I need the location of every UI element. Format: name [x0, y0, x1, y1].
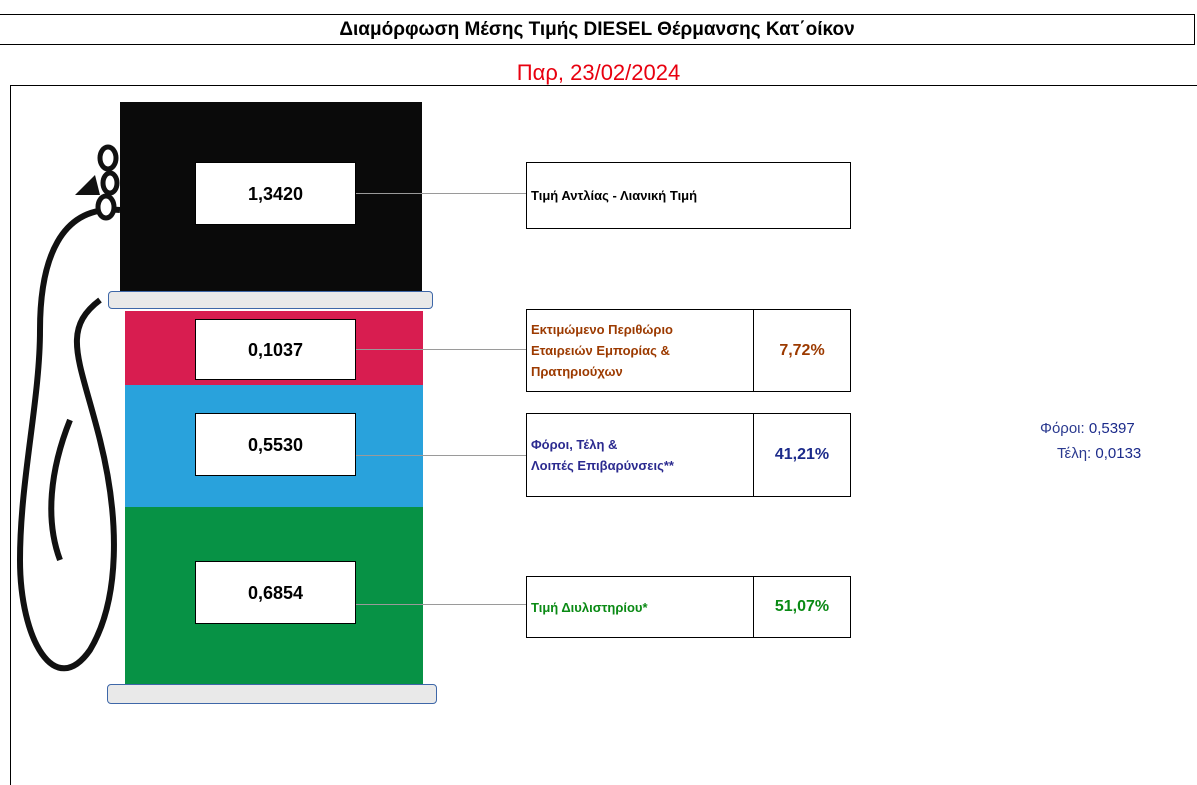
margin-connector	[356, 349, 526, 350]
fuel-hose-icon	[16, 144, 121, 672]
pump-top-base	[108, 291, 433, 309]
pump-bottom-base	[107, 684, 437, 704]
margin-label-line3: Πρατηριούχων	[531, 364, 623, 379]
taxes-label-line1: Φόροι, Τέλη &	[531, 437, 618, 452]
refinery-connector	[356, 604, 526, 605]
margin-label: Εκτιμώμενο Περιθώριο Εταιρειών Εμπορίας …	[526, 309, 754, 392]
refinery-label-text: Τιμή Διυλιστηρίου*	[531, 599, 648, 615]
total-label: Τιμή Αντλίας - Λιανική Τιμή	[526, 162, 851, 229]
margin-percent: 7,72%	[753, 309, 851, 392]
tax-breakdown-taxes-value: 0,5397	[1088, 420, 1135, 437]
tax-breakdown-taxes-label: Φόροι:	[1040, 420, 1085, 437]
taxes-label-line2: Λοιπές Επιβαρύνσεις**	[531, 458, 674, 473]
total-connector	[356, 193, 526, 194]
margin-value: 0,1037	[195, 319, 356, 380]
refinery-value: 0,6854	[195, 561, 356, 624]
taxes-label: Φόροι, Τέλη & Λοιπές Επιβαρύνσεις**	[526, 413, 754, 497]
taxes-connector	[356, 455, 526, 456]
tax-breakdown-fees-label: Τέλη:	[1057, 445, 1092, 462]
tax-breakdown-fees-value: 0,0133	[1095, 445, 1142, 462]
taxes-value: 0,5530	[195, 413, 356, 476]
page-title: Διαμόρφωση Μέσης Τιμής DIESEL Θέρμανσης …	[0, 14, 1195, 45]
total-label-text: Τιμή Αντλίας - Λιανική Τιμή	[531, 188, 698, 203]
refinery-percent: 51,07%	[753, 576, 851, 638]
chart-frame	[10, 85, 1197, 785]
refinery-label: Τιμή Διυλιστηρίου*	[526, 576, 754, 638]
taxes-percent: 41,21%	[753, 413, 851, 497]
tax-breakdown-taxes: Φόροι: 0,5397	[1040, 420, 1135, 437]
margin-label-line1: Εκτιμώμενο Περιθώριο	[531, 322, 673, 337]
date-label: Παρ, 23/02/2024	[516, 60, 681, 85]
tax-breakdown-fees: Τέλη: 0,0133	[1057, 445, 1141, 462]
total-value: 1,3420	[195, 162, 356, 225]
margin-label-line2: Εταιρειών Εμπορίας &	[531, 343, 670, 358]
